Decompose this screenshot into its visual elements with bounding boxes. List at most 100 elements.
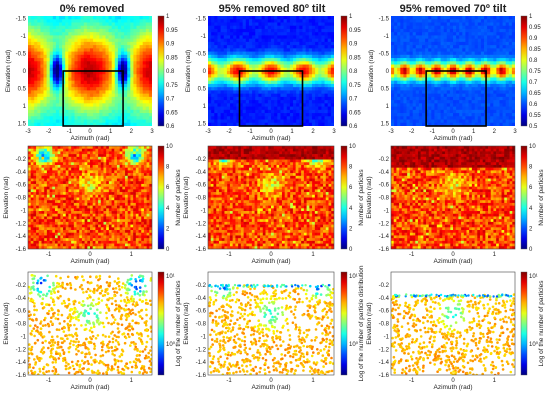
heatmap-cell — [239, 119, 244, 124]
heatmap-cell — [40, 77, 44, 82]
heatmap-cell — [453, 41, 457, 46]
heatmap-cell — [324, 90, 329, 95]
density-cell — [28, 170, 31, 174]
heatmap-cell — [440, 58, 445, 62]
heatmap-cell — [226, 109, 231, 114]
heatmap-cell — [418, 45, 423, 49]
heatmap-cell — [230, 67, 234, 72]
heatmap-cell — [99, 45, 103, 49]
heatmap-cell — [264, 67, 269, 72]
heatmap-cell — [136, 38, 140, 43]
heatmap-cell — [277, 51, 281, 56]
heatmap-cell — [105, 90, 109, 95]
heatmap-cell — [502, 77, 507, 82]
heatmap-cell — [211, 25, 215, 30]
heatmap-cell — [245, 25, 250, 30]
heatmap-cell — [422, 116, 426, 120]
heatmap-cell — [111, 48, 116, 52]
heatmap-cell — [223, 87, 228, 91]
density-cell — [98, 164, 102, 168]
heatmap-cell — [446, 77, 451, 82]
heatmap-cell — [400, 38, 404, 43]
density-cell — [79, 170, 83, 174]
density-cell — [73, 178, 77, 182]
heatmap-cell — [77, 51, 82, 56]
density-cell — [138, 181, 142, 185]
heatmap-cell — [258, 122, 262, 126]
heatmap-cell — [62, 48, 66, 52]
density-cell — [125, 192, 129, 196]
heatmap-cell — [220, 103, 225, 107]
density-cell — [63, 189, 67, 193]
density-cell — [52, 151, 56, 155]
heatmap-cell — [46, 41, 51, 46]
heatmap-cell — [434, 25, 438, 30]
heatmap-cell — [471, 103, 476, 107]
heatmap-cell — [397, 25, 401, 30]
x-axis-label: Azimuth (rad) — [251, 135, 290, 142]
heatmap-cell — [468, 83, 472, 88]
heatmap-cell — [456, 109, 460, 114]
heatmap-cell — [242, 38, 247, 43]
heatmap-cell — [49, 96, 54, 101]
heatmap-cell — [46, 67, 51, 72]
heatmap-cell — [46, 22, 51, 27]
heatmap-cell — [59, 90, 63, 95]
heatmap-cell — [406, 61, 410, 65]
heatmap-cell — [315, 35, 319, 40]
heatmap-cell — [330, 71, 334, 75]
density-cell — [87, 151, 91, 155]
heatmap-cell — [391, 35, 395, 40]
heatmap-cell — [245, 19, 250, 23]
heatmap-cell — [255, 58, 259, 62]
density-cell — [65, 167, 69, 171]
heatmap-cell — [391, 74, 395, 78]
density-cell — [28, 183, 31, 187]
heatmap-cell — [211, 87, 215, 91]
heatmap-cell — [233, 90, 237, 95]
heatmap-cell — [409, 122, 414, 126]
heatmap-cell — [462, 80, 466, 85]
heatmap-cell — [108, 48, 113, 52]
heatmap-cell — [133, 119, 137, 124]
heatmap-cell — [223, 22, 228, 27]
heatmap-cell — [412, 119, 417, 124]
heatmap-cell — [318, 38, 322, 43]
heatmap-cell — [145, 38, 150, 43]
heatmap-cell — [255, 28, 259, 33]
density-cell — [103, 189, 107, 193]
density-cell — [33, 154, 37, 158]
heatmap-cell — [289, 48, 294, 52]
heatmap-cell — [96, 64, 100, 69]
density-cell — [68, 181, 72, 185]
heatmap-cell — [80, 100, 85, 104]
density-cell — [36, 159, 40, 163]
heatmap-cell — [258, 25, 262, 30]
heatmap-cell — [37, 25, 41, 30]
heatmap-cell — [496, 83, 500, 88]
heatmap-cell — [511, 113, 515, 117]
density-cell — [73, 192, 77, 196]
density-cell — [44, 159, 48, 163]
density-cell — [114, 186, 118, 190]
density-cell — [119, 186, 123, 190]
heatmap-cell — [74, 103, 78, 107]
density-cell — [60, 154, 64, 158]
heatmap-cell — [208, 90, 212, 95]
heatmap-cell — [96, 45, 100, 49]
heatmap-cell — [220, 64, 225, 69]
heatmap-cell — [496, 87, 500, 91]
heatmap-cell — [315, 25, 319, 30]
density-cell — [65, 178, 69, 182]
heatmap-cell — [130, 19, 134, 23]
heatmap-cell — [415, 67, 420, 72]
heatmap-cell — [130, 25, 134, 30]
heatmap-cell — [496, 93, 500, 98]
heatmap-cell — [226, 64, 231, 69]
heatmap-cell — [484, 38, 488, 43]
density-cell — [38, 162, 42, 166]
x-tick-label: -3 — [388, 129, 394, 135]
heatmap-cell — [77, 67, 82, 72]
heatmap-cell — [431, 25, 435, 30]
density-cell — [73, 181, 77, 185]
